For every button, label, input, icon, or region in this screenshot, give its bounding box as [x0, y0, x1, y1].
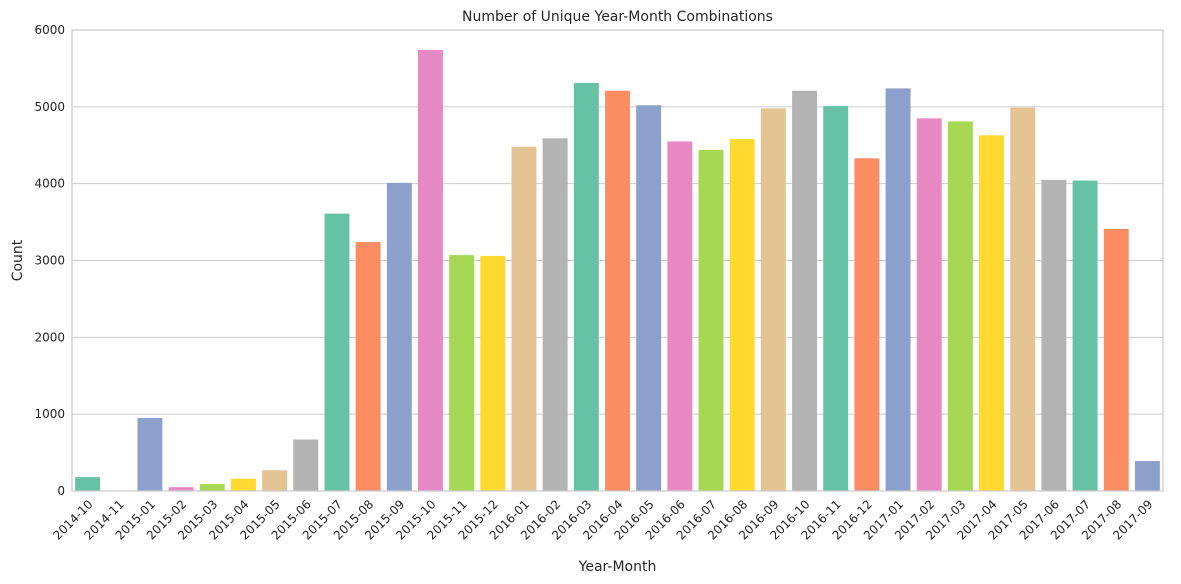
y-tick-label: 0 — [57, 484, 65, 498]
bars — [75, 49, 1160, 492]
y-tick-labels: 0 1000 2000 3000 4000 5000 6000 — [34, 23, 65, 498]
bar-2015-08 — [355, 242, 381, 491]
y-tick-label: 1000 — [34, 407, 65, 421]
bar-2015-05 — [262, 470, 288, 491]
bar-2015-09 — [386, 182, 412, 492]
bar-2017-01 — [885, 88, 911, 491]
bar-2014-10 — [75, 477, 101, 491]
y-tick-label: 6000 — [34, 23, 65, 37]
bar-2015-02 — [168, 487, 194, 491]
bar-2016-07 — [698, 149, 724, 492]
y-tick-label: 5000 — [34, 100, 65, 114]
bar-2016-12 — [854, 158, 880, 492]
bar-2017-08 — [1103, 228, 1129, 491]
bar-2017-06 — [1041, 179, 1067, 491]
bar-2015-11 — [449, 255, 475, 491]
bar-2016-11 — [823, 106, 849, 491]
y-tick-label: 2000 — [34, 330, 65, 344]
bar-2016-09 — [760, 108, 786, 492]
bar-2015-10 — [418, 49, 443, 492]
bar-2015-04 — [230, 478, 256, 491]
bar-2015-03 — [199, 484, 225, 491]
bar-2015-01 — [137, 418, 163, 491]
bar-2017-05 — [1010, 107, 1036, 491]
bar-2016-03 — [573, 83, 599, 491]
bar-2016-05 — [636, 105, 662, 492]
bar-2017-02 — [916, 118, 942, 491]
bar-2015-06 — [293, 439, 319, 491]
y-tick-label: 3000 — [34, 254, 65, 268]
bar-2017-09 — [1134, 461, 1160, 491]
plot-frame — [71, 29, 1164, 492]
bar-2017-07 — [1072, 180, 1098, 492]
bar-2016-01 — [511, 146, 537, 491]
bar-2017-03 — [947, 121, 973, 491]
bar-2016-06 — [667, 141, 693, 492]
bar-2016-10 — [792, 90, 817, 491]
bar-2015-12 — [480, 255, 506, 491]
y-axis-label: Count — [10, 239, 26, 281]
bar-2016-04 — [605, 90, 630, 491]
bar-2016-08 — [729, 139, 755, 491]
bar-2015-07 — [324, 213, 350, 492]
chart-title: Number of Unique Year-Month Combinations — [462, 9, 773, 25]
bar-2017-04 — [979, 135, 1005, 492]
y-tick-label: 4000 — [34, 177, 65, 191]
x-axis-label: Year-Month — [578, 559, 657, 575]
bar-2016-02 — [542, 138, 568, 491]
